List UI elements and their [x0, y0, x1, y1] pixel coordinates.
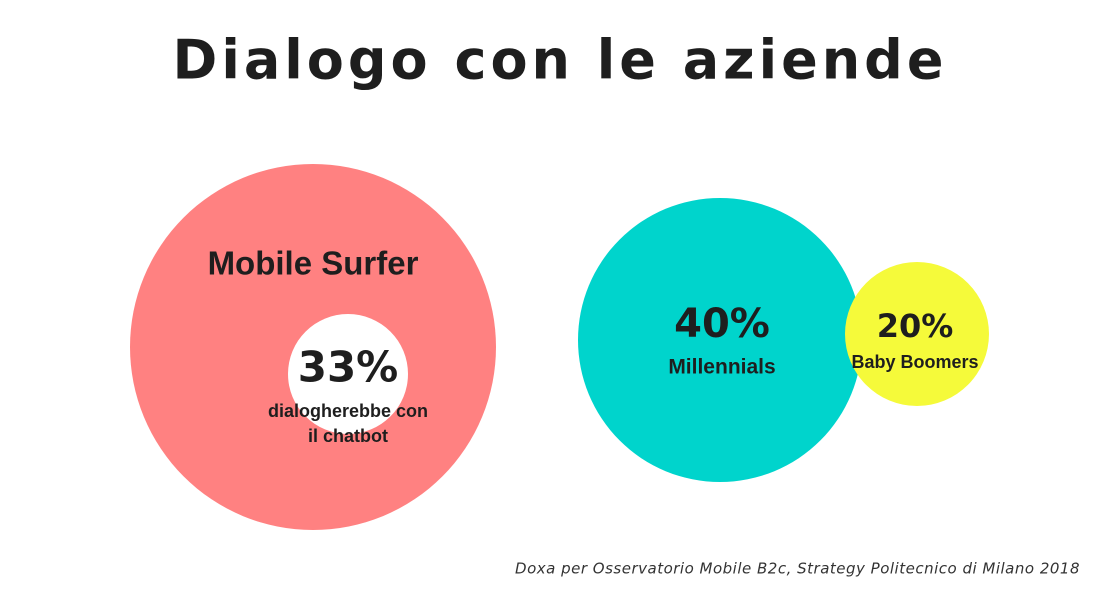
- description: dialogherebbe con: [268, 401, 428, 421]
- description: il chatbot: [308, 426, 388, 446]
- percent: 20%: [877, 307, 954, 345]
- baby-boomers-circle: [845, 262, 989, 406]
- circle-label: Millennials: [668, 356, 775, 379]
- millennials-circle: [578, 198, 862, 482]
- percent: 33%: [298, 343, 399, 392]
- circle-label: Mobile Surfer: [208, 245, 419, 282]
- inner-circle: [288, 314, 408, 434]
- percent: 40%: [674, 301, 770, 347]
- title: Dialogo con le aziende: [173, 29, 948, 92]
- source: Doxa per Osservatorio Mobile B2c, Strate…: [515, 560, 1080, 578]
- circle-label: Baby Boomers: [851, 352, 978, 372]
